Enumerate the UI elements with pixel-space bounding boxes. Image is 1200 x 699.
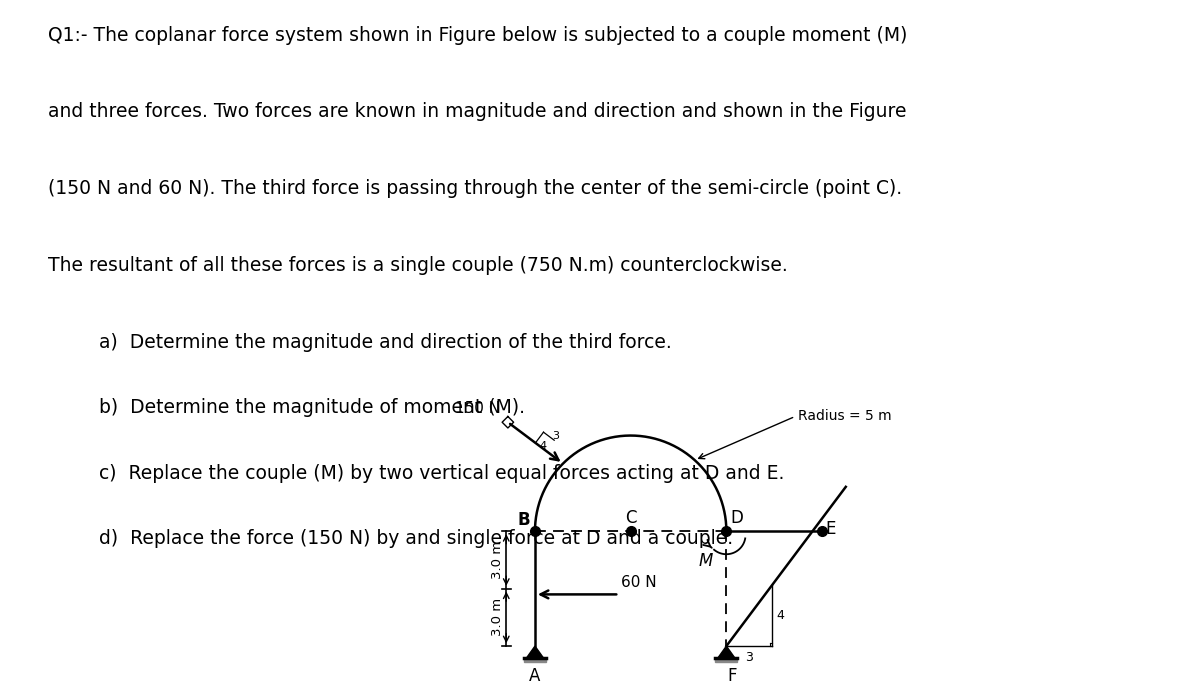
Text: 150 N: 150 N bbox=[455, 401, 500, 417]
Polygon shape bbox=[524, 658, 546, 662]
Text: c)  Replace the couple (M) by two vertical equal forces acting at D and E.: c) Replace the couple (M) by two vertica… bbox=[100, 464, 785, 483]
Polygon shape bbox=[527, 646, 544, 658]
Text: 3: 3 bbox=[745, 651, 754, 663]
Text: D: D bbox=[730, 510, 743, 528]
Text: 3: 3 bbox=[552, 431, 559, 441]
Text: a)  Determine the magnitude and direction of the third force.: a) Determine the magnitude and direction… bbox=[100, 333, 672, 352]
Text: b)  Determine the magnitude of moment (M).: b) Determine the magnitude of moment (M)… bbox=[100, 398, 526, 417]
Polygon shape bbox=[715, 658, 737, 662]
Text: E: E bbox=[826, 520, 835, 538]
Text: C: C bbox=[625, 510, 636, 528]
Text: Q1:- The coplanar force system shown in Figure below is subjected to a couple mo: Q1:- The coplanar force system shown in … bbox=[48, 26, 907, 45]
Text: and three forces. Two forces are known in magnitude and direction and shown in t: and three forces. Two forces are known i… bbox=[48, 102, 906, 122]
Text: The resultant of all these forces is a single couple (750 N.m) counterclockwise.: The resultant of all these forces is a s… bbox=[48, 256, 787, 275]
Text: 4: 4 bbox=[776, 609, 784, 622]
Text: d)  Replace the force (150 N) by and single force at D and a couple.: d) Replace the force (150 N) by and sing… bbox=[100, 529, 733, 548]
Text: F: F bbox=[727, 667, 737, 685]
Text: 3.0 m: 3.0 m bbox=[491, 541, 504, 579]
Text: M: M bbox=[698, 552, 713, 570]
Text: 3.0 m: 3.0 m bbox=[491, 598, 504, 636]
Polygon shape bbox=[718, 646, 734, 658]
Text: A: A bbox=[529, 667, 541, 685]
Text: 60 N: 60 N bbox=[622, 575, 656, 590]
Text: 4: 4 bbox=[540, 440, 547, 451]
Text: B: B bbox=[517, 511, 530, 529]
Text: (150 N and 60 N). The third force is passing through the center of the semi-circ: (150 N and 60 N). The third force is pas… bbox=[48, 179, 901, 199]
Text: Radius = 5 m: Radius = 5 m bbox=[798, 410, 892, 424]
